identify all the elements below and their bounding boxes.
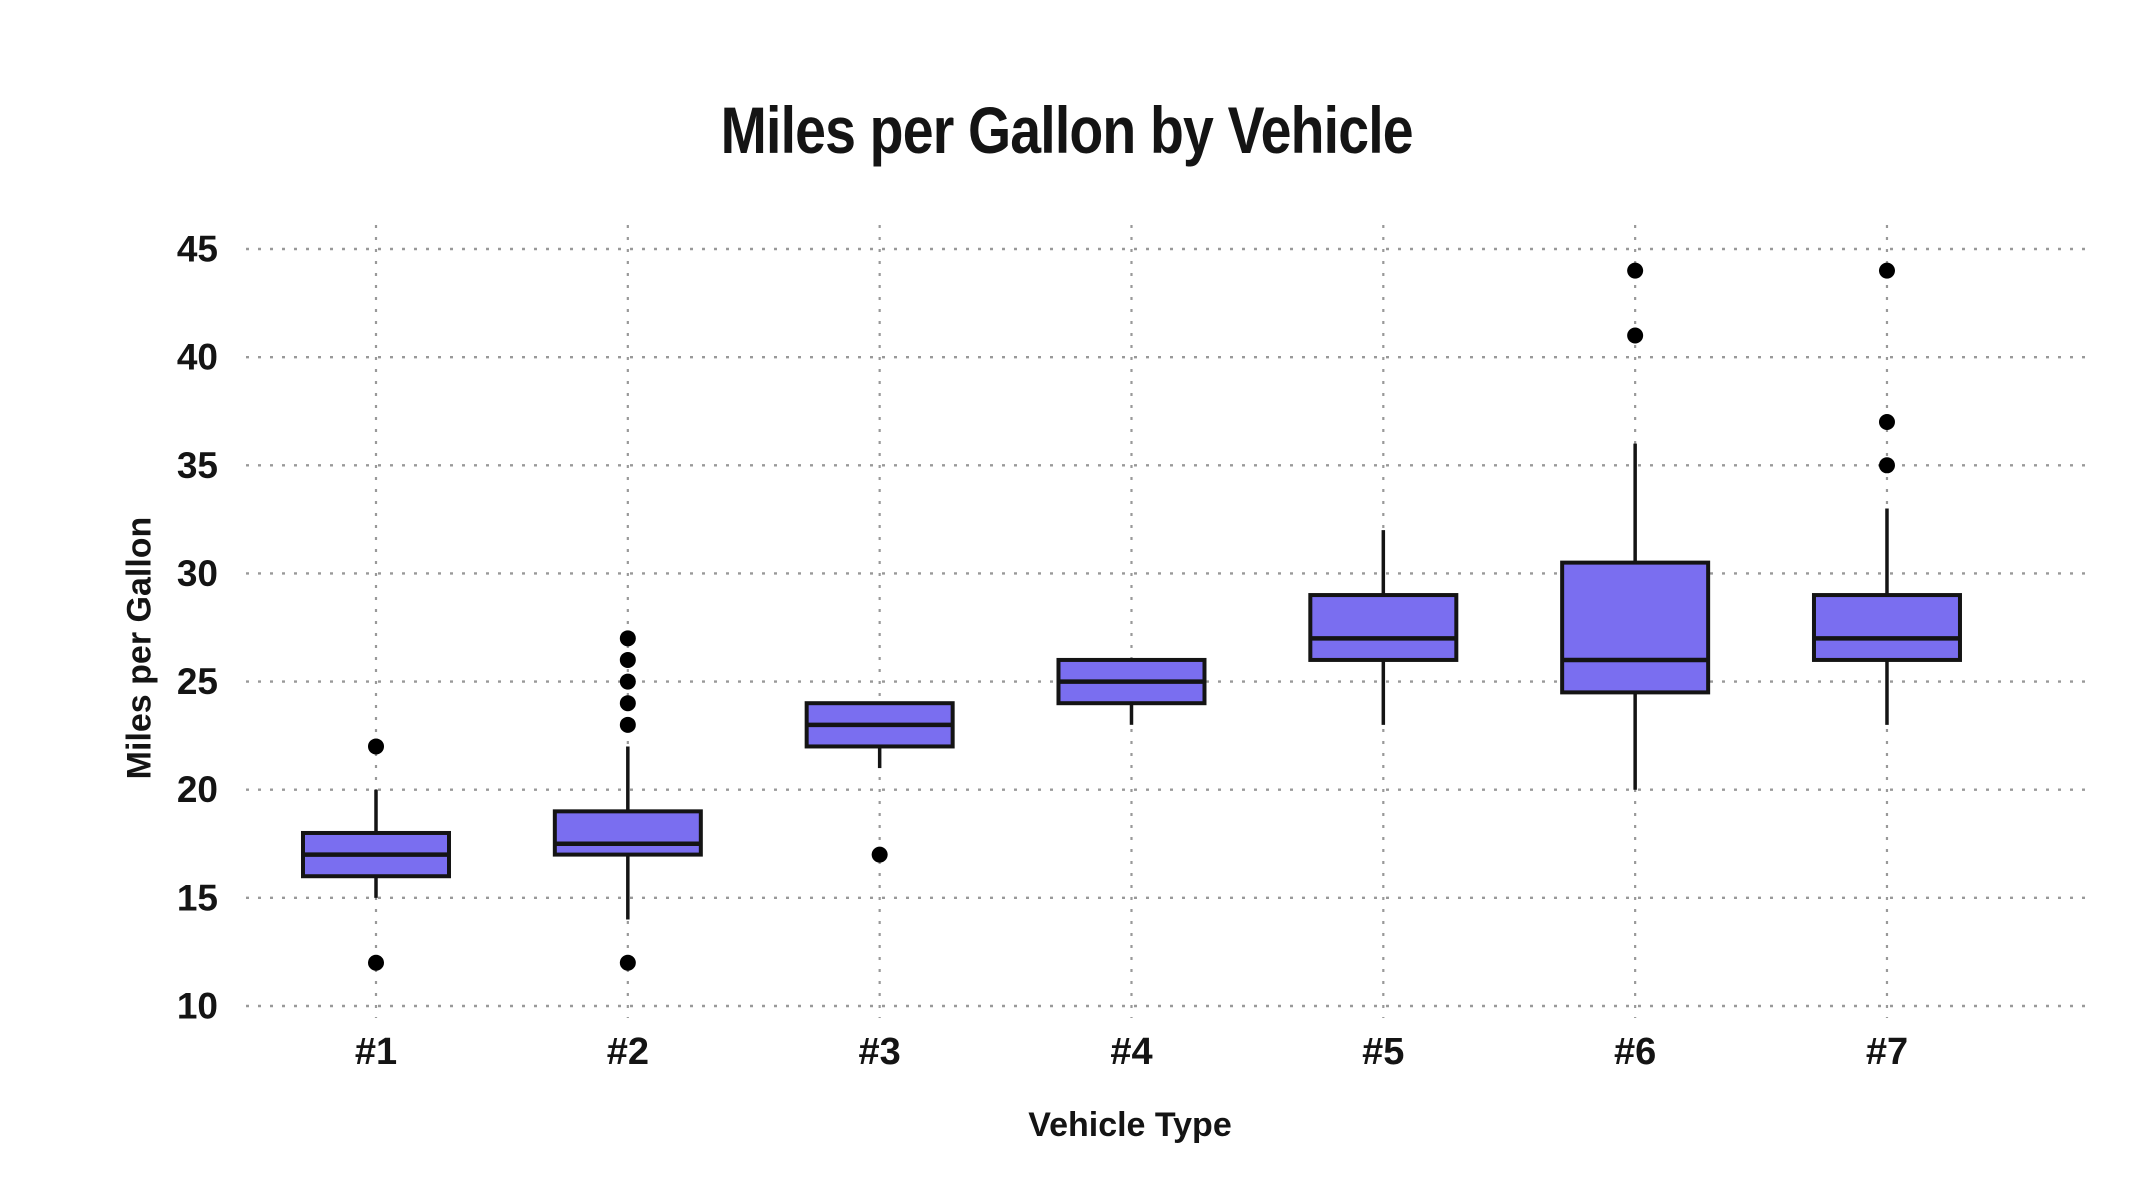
y-tick-label-15: 15 <box>177 877 218 918</box>
outlier-2-12 <box>619 954 636 971</box>
outlier-6-41 <box>1627 327 1644 344</box>
chart-title: Miles per Gallon by Vehicle <box>720 93 1414 167</box>
x-tick-label-4: #4 <box>1110 1031 1152 1073</box>
x-tick-label-5: #5 <box>1362 1031 1404 1073</box>
x-tick-label-6: #6 <box>1614 1031 1656 1073</box>
outlier-1-22 <box>368 738 384 755</box>
outlier-2-27 <box>619 630 636 647</box>
outlier-6-44 <box>1627 262 1644 279</box>
outlier-7-35 <box>1878 457 1895 474</box>
box-6 <box>1560 560 1711 695</box>
y-tick-label-20: 20 <box>177 769 218 810</box>
x-axis-label: Vehicle Type <box>1028 1106 1232 1144</box>
outlier-1-12 <box>368 954 384 971</box>
y-tick-label-35: 35 <box>177 445 218 486</box>
y-tick-label-10: 10 <box>177 986 218 1027</box>
outlier-7-44 <box>1878 262 1895 279</box>
y-tick-label-25: 25 <box>177 661 218 702</box>
outlier-2-26 <box>619 651 636 668</box>
outlier-2-23 <box>619 716 636 733</box>
box-5 <box>1308 593 1459 662</box>
y-tick-label-30: 30 <box>177 553 218 594</box>
y-tick-label-40: 40 <box>177 337 218 378</box>
outlier-7-37 <box>1878 414 1895 431</box>
y-tick-label-45: 45 <box>177 229 218 270</box>
x-tick-label-1: #1 <box>355 1031 397 1073</box>
x-tick-label-2: #2 <box>607 1031 649 1073</box>
box-7 <box>1811 593 1962 662</box>
x-tick-label-7: #7 <box>1866 1031 1908 1073</box>
outlier-2-25 <box>619 673 636 690</box>
outlier-3-17 <box>871 846 888 863</box>
box-2 <box>552 809 703 857</box>
outlier-2-24 <box>619 695 636 712</box>
x-tick-label-3: #3 <box>859 1031 901 1073</box>
